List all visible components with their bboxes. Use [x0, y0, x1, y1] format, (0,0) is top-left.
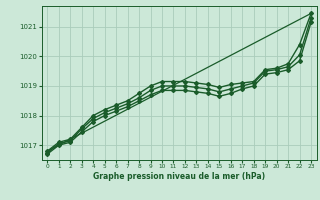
- X-axis label: Graphe pression niveau de la mer (hPa): Graphe pression niveau de la mer (hPa): [93, 172, 265, 181]
